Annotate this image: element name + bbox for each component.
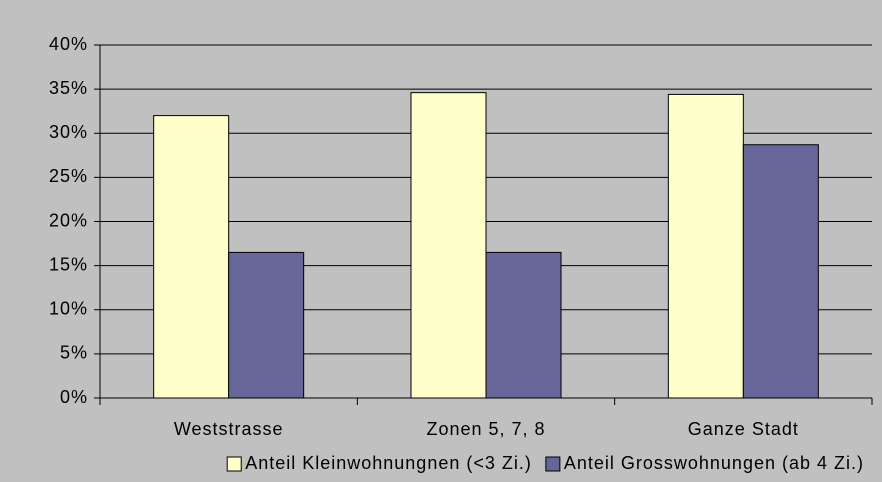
bar xyxy=(742,144,819,399)
legend-label: Anteil Kleinwohnungnen (<3 Zi.) xyxy=(245,453,532,473)
y-tick-label: 15% xyxy=(49,254,88,274)
x-tick-label: Ganze Stadt xyxy=(688,419,799,439)
bar xyxy=(485,251,562,399)
bar xyxy=(228,251,305,399)
y-tick-label: 25% xyxy=(49,166,88,186)
x-tick-label: Weststrasse xyxy=(174,419,284,439)
legend-swatch xyxy=(545,456,561,472)
y-tick-label: 20% xyxy=(49,210,88,230)
legend-swatch xyxy=(226,456,242,472)
y-tick-label: 10% xyxy=(49,299,88,319)
x-tick-label: Zonen 5, 7, 8 xyxy=(426,419,545,439)
y-tick-label: 35% xyxy=(49,78,88,98)
legend-label: Anteil Grosswohnungen (ab 4 Zi.) xyxy=(564,453,864,473)
y-tick-label: 40% xyxy=(49,34,88,54)
bar xyxy=(153,115,230,399)
bar xyxy=(667,93,744,399)
bar xyxy=(410,92,487,399)
y-tick-label: 5% xyxy=(60,343,88,363)
y-tick-label: 30% xyxy=(49,122,88,142)
y-tick-label: 0% xyxy=(60,387,88,407)
